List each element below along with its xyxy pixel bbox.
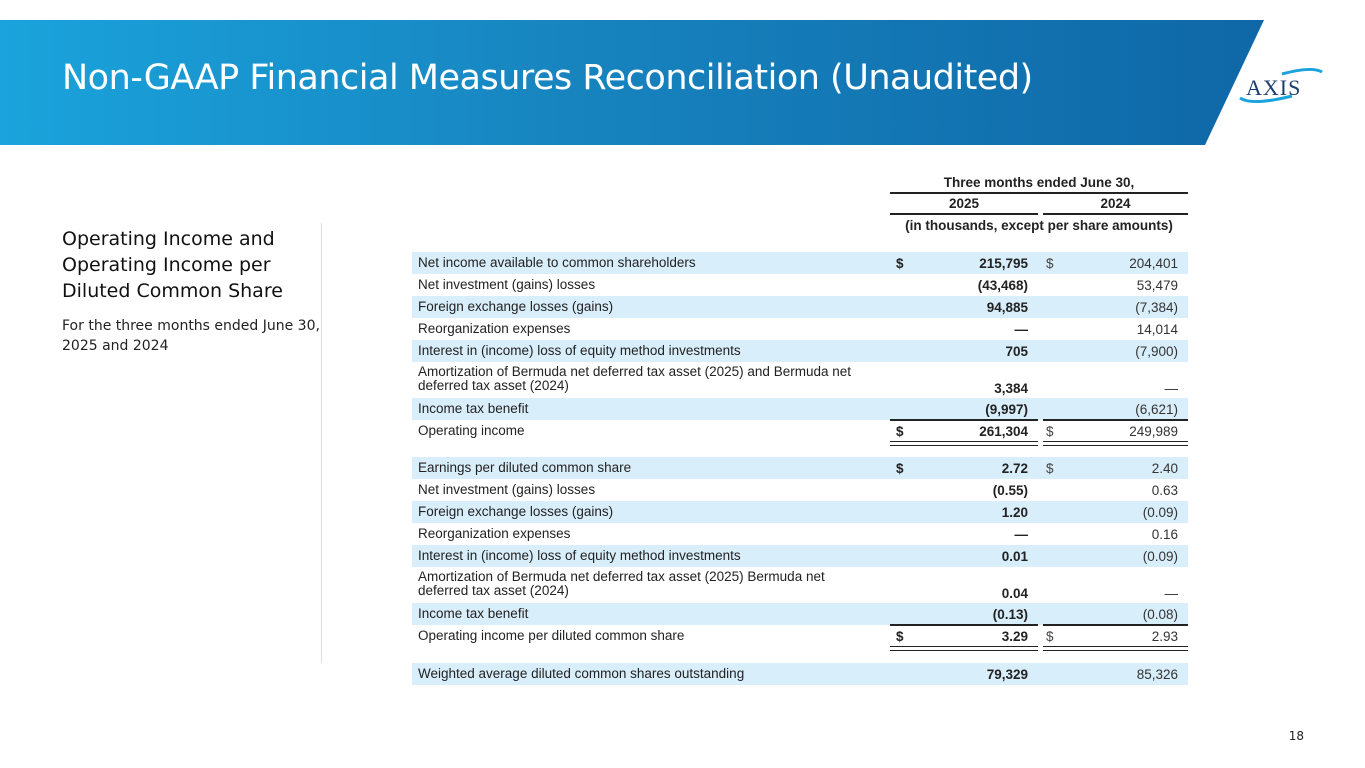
- table-row: Weighted average diluted common shares o…: [412, 663, 1188, 685]
- dollar-sign-2025: $: [896, 256, 904, 271]
- units-note: (in thousands, except per share amounts): [905, 218, 1173, 233]
- row-label: Reorganization expenses: [418, 321, 571, 336]
- table-row: Foreign exchange losses (gains) 94,885 (7,…: [412, 296, 1188, 318]
- row-label: Interest in (income) loss of equity meth…: [418, 548, 741, 563]
- axis-logo: AXIS: [1239, 67, 1323, 103]
- total-double-rule: [1043, 441, 1188, 446]
- table-row: Income tax benefit (9,997) (6,621): [412, 398, 1188, 420]
- year-2024-header: 2024: [1100, 196, 1131, 211]
- subtotal-rule: [1043, 419, 1188, 421]
- value-2025: 215,795: [979, 256, 1028, 271]
- value-2024: (6,621): [1135, 402, 1178, 417]
- value-2024: (7,384): [1135, 300, 1178, 315]
- value-2025: 2.72: [1001, 461, 1028, 476]
- value-2024: 85,326: [1136, 667, 1178, 682]
- row-label: Interest in (income) loss of equity meth…: [418, 343, 741, 358]
- section-subheading: For the three months ended June 30, 2025…: [62, 318, 320, 354]
- table-row: Net investment (gains) losses (43,468) 53,…: [412, 274, 1188, 296]
- period-header: Three months ended June 30,: [943, 175, 1135, 190]
- svg-text:AXIS: AXIS: [1246, 75, 1301, 100]
- table-row: Interest in (income) loss of equity meth…: [412, 545, 1188, 567]
- total-double-rule: [1043, 646, 1188, 651]
- value-2024: 204,401: [1129, 256, 1178, 271]
- section-heading: Operating Income and Operating Income pe…: [62, 228, 283, 302]
- value-2025: 94,885: [986, 300, 1028, 315]
- value-2025: 79,329: [986, 667, 1028, 682]
- value-2025: 3,384: [994, 381, 1028, 396]
- header-banner: [0, 20, 1264, 145]
- table-row: Amortization of Bermuda net deferred tax…: [412, 362, 1188, 398]
- value-2024: 0.63: [1151, 483, 1178, 498]
- value-2024: 53,479: [1136, 278, 1178, 293]
- row-label: Amortization of Bermuda net deferred tax…: [418, 364, 851, 393]
- value-2025: 3.29: [1001, 629, 1028, 644]
- value-2024: (0.08): [1142, 607, 1178, 622]
- table-row: Earnings per diluted common share 2.72 2.4…: [412, 457, 1188, 479]
- row-label: Income tax benefit: [418, 401, 529, 416]
- total-double-rule: [890, 441, 1038, 446]
- divider: [321, 223, 322, 663]
- dollar-sign-2024: $: [1046, 424, 1054, 439]
- row-label: Net investment (gains) losses: [418, 277, 596, 292]
- dollar-sign-2024: $: [1046, 256, 1054, 271]
- value-2024: 2.40: [1151, 461, 1178, 476]
- value-2025: —: [1014, 527, 1029, 542]
- row-label: Amortization of Bermuda net deferred tax…: [418, 569, 825, 598]
- row-label: Earnings per diluted common share: [418, 460, 632, 475]
- value-2024: 0.16: [1151, 527, 1178, 542]
- subtotal-rule: [1043, 624, 1188, 626]
- table-row: Operating income 261,304 249,989 $ $: [412, 420, 1188, 443]
- value-2025: (0.13): [992, 607, 1028, 622]
- year-rule-2025: [890, 213, 1038, 215]
- value-2024: (7,900): [1135, 344, 1178, 359]
- value-2025: 1.20: [1001, 505, 1028, 520]
- table-row: Net income available to common sharehold…: [412, 252, 1188, 274]
- value-2024: —: [1164, 586, 1179, 601]
- row-label: Income tax benefit: [418, 606, 529, 621]
- subtotal-rule: [890, 419, 1038, 421]
- value-2024: (0.09): [1142, 549, 1178, 564]
- value-2024: 249,989: [1129, 424, 1178, 439]
- subtotal-rule: [890, 624, 1038, 626]
- value-2025: (0.55): [992, 483, 1028, 498]
- row-label: Operating income per diluted common shar…: [418, 628, 685, 643]
- value-2025: (43,468): [977, 278, 1028, 293]
- table-row: Foreign exchange losses (gains) 1.20 (0.09…: [412, 501, 1188, 523]
- table-row: Net investment (gains) losses (0.55) 0.63: [412, 479, 1188, 501]
- value-2024: —: [1164, 381, 1179, 396]
- table-row: Operating income per diluted common shar…: [412, 625, 1188, 648]
- row-label: Net income available to common sharehold…: [418, 255, 696, 270]
- table-row: Amortization of Bermuda net deferred tax…: [412, 567, 1188, 603]
- table-row: Reorganization expenses — 14,014: [412, 318, 1188, 340]
- table-row: Interest in (income) loss of equity meth…: [412, 340, 1188, 362]
- value-2025: 0.04: [1001, 586, 1028, 601]
- dollar-sign-2025: $: [896, 629, 904, 644]
- page-title: Non-GAAP Financial Measures Reconciliati…: [62, 58, 1033, 98]
- row-label: Weighted average diluted common shares o…: [418, 666, 745, 681]
- header-rule: [890, 192, 1188, 194]
- row-label: Reorganization expenses: [418, 526, 571, 541]
- value-2025: 0.01: [1001, 549, 1028, 564]
- value-2024: 14,014: [1136, 322, 1178, 337]
- dollar-sign-2025: $: [896, 424, 904, 439]
- dollar-sign-2025: $: [896, 461, 904, 476]
- value-2024: 2.93: [1151, 629, 1178, 644]
- year-rule-2024: [1043, 213, 1188, 215]
- value-2024: (0.09): [1142, 505, 1178, 520]
- table-row: Income tax benefit (0.13) (0.08): [412, 603, 1188, 625]
- page-number: 18: [1288, 729, 1304, 743]
- value-2025: —: [1014, 322, 1029, 337]
- row-label: Foreign exchange losses (gains): [418, 299, 614, 314]
- year-2025-header: 2025: [948, 196, 980, 211]
- value-2025: 261,304: [979, 424, 1028, 439]
- row-label: Net investment (gains) losses: [418, 482, 596, 497]
- value-2025: (9,997): [985, 402, 1028, 417]
- row-label: Foreign exchange losses (gains): [418, 504, 614, 519]
- row-label: Operating income: [418, 423, 525, 438]
- dollar-sign-2024: $: [1046, 629, 1054, 644]
- value-2025: 705: [1005, 344, 1028, 359]
- total-double-rule: [890, 646, 1038, 651]
- dollar-sign-2024: $: [1046, 461, 1054, 476]
- table-row: Reorganization expenses — 0.16: [412, 523, 1188, 545]
